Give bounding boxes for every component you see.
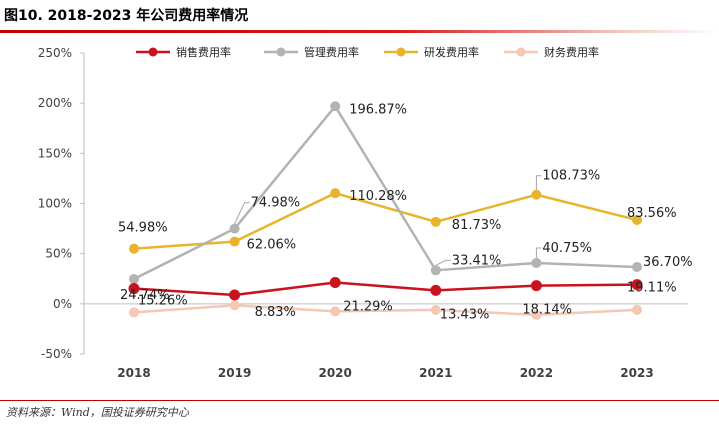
y-tick-label: -50% <box>41 347 72 361</box>
y-tick-label: 50% <box>45 247 72 261</box>
chart-axes: -50% 0% 50% 100% 150% 200% 250% 2018 2019 2020 202… <box>38 46 688 380</box>
data-point <box>430 265 441 276</box>
title-accent-rule <box>0 30 719 33</box>
data-label: 8.83% <box>255 305 296 320</box>
data-label: 110.28% <box>349 189 407 204</box>
data-point <box>530 280 542 292</box>
data-label: 24.74% <box>120 288 170 303</box>
data-point <box>430 304 441 315</box>
data-point <box>330 188 341 199</box>
footer-rule <box>0 400 719 401</box>
legend-swatch-marker <box>516 47 526 57</box>
line-chart: 销售费用率 管理费用率 研发费用率 财务费用率 -50% 0% 50% 100% 150% 20… <box>38 45 693 380</box>
data-point <box>430 216 441 227</box>
data-label: 13.43% <box>440 307 490 322</box>
data-point <box>632 214 642 225</box>
data-label: 36.70% <box>643 255 693 270</box>
data-label: 40.75% <box>542 241 592 256</box>
data-point <box>330 101 341 112</box>
legend-label: 财务费用率 <box>544 45 599 59</box>
data-label: 21.29% <box>343 299 393 314</box>
x-tick-label: 2021 <box>419 366 452 380</box>
title-bar: 图10. 2018-2023 年公司费用率情况 <box>0 0 719 34</box>
series-line <box>133 105 638 281</box>
data-point <box>229 289 241 301</box>
y-tick-label: 250% <box>38 46 72 60</box>
x-tick-label: 2018 <box>117 366 150 380</box>
data-point <box>531 189 542 200</box>
series-markers <box>128 101 643 320</box>
legend-label: 销售费用率 <box>176 45 231 59</box>
y-tick-label: 150% <box>38 146 72 160</box>
x-tick-label: 2020 <box>318 366 351 380</box>
legend-swatch-marker <box>148 47 158 57</box>
series-line <box>133 304 638 317</box>
label-leader-line <box>535 175 542 190</box>
label-leader-line <box>435 259 451 266</box>
legend-swatch-marker <box>276 47 286 57</box>
data-point <box>129 307 139 318</box>
data-label: 33.41% <box>452 253 502 268</box>
series-lines <box>133 105 638 317</box>
data-point <box>329 276 341 288</box>
x-tick-label: 2023 <box>620 366 653 380</box>
data-label: 81.73% <box>452 218 502 233</box>
series-line <box>133 281 638 297</box>
x-tick-label: 2019 <box>218 366 251 380</box>
data-point <box>531 257 542 268</box>
data-point <box>229 300 240 311</box>
data-label: 108.73% <box>542 169 600 184</box>
data-point <box>229 236 240 247</box>
data-point <box>531 309 542 320</box>
label-leader-line <box>234 202 250 224</box>
figure-title: 图10. 2018-2023 年公司费用率情况 <box>4 8 249 24</box>
data-label: 196.87% <box>349 102 407 117</box>
source-note: 资料来源：Wind，国投证券研究中心 <box>6 406 189 419</box>
data-label: 19.11% <box>627 281 677 296</box>
data-point <box>631 279 643 291</box>
data-point <box>129 274 139 285</box>
y-tick-label: 0% <box>53 297 72 311</box>
data-point <box>128 283 140 295</box>
label-leader-line <box>535 247 542 258</box>
data-point <box>229 223 240 234</box>
data-label: 18.14% <box>522 303 572 318</box>
data-point <box>632 304 642 315</box>
data-point <box>430 284 442 296</box>
data-label: 83.56% <box>627 206 677 221</box>
data-point <box>330 306 341 317</box>
data-label: 54.98% <box>118 221 168 236</box>
chart-legend: 销售费用率 管理费用率 研发费用率 财务费用率 <box>136 45 599 59</box>
y-tick-label: 200% <box>38 96 72 110</box>
x-tick-label: 2022 <box>520 366 553 380</box>
footer: 资料来源：Wind，国投证券研究中心 <box>0 398 719 436</box>
data-labels: 15.26% 8.83% 21.29% 13.43% 18.14% 19.11% 24.74… <box>118 102 693 322</box>
label-leader-lines <box>234 175 542 266</box>
legend-swatch-marker <box>396 47 406 57</box>
data-label: 15.26% <box>138 294 188 309</box>
y-tick-label: 100% <box>38 197 72 211</box>
data-label: 74.98% <box>251 196 301 211</box>
data-label: 62.06% <box>247 238 297 253</box>
series-line <box>133 191 638 250</box>
data-point <box>129 243 139 254</box>
data-point <box>632 262 642 273</box>
legend-label: 管理费用率 <box>304 45 359 59</box>
legend-label: 研发费用率 <box>424 45 479 59</box>
